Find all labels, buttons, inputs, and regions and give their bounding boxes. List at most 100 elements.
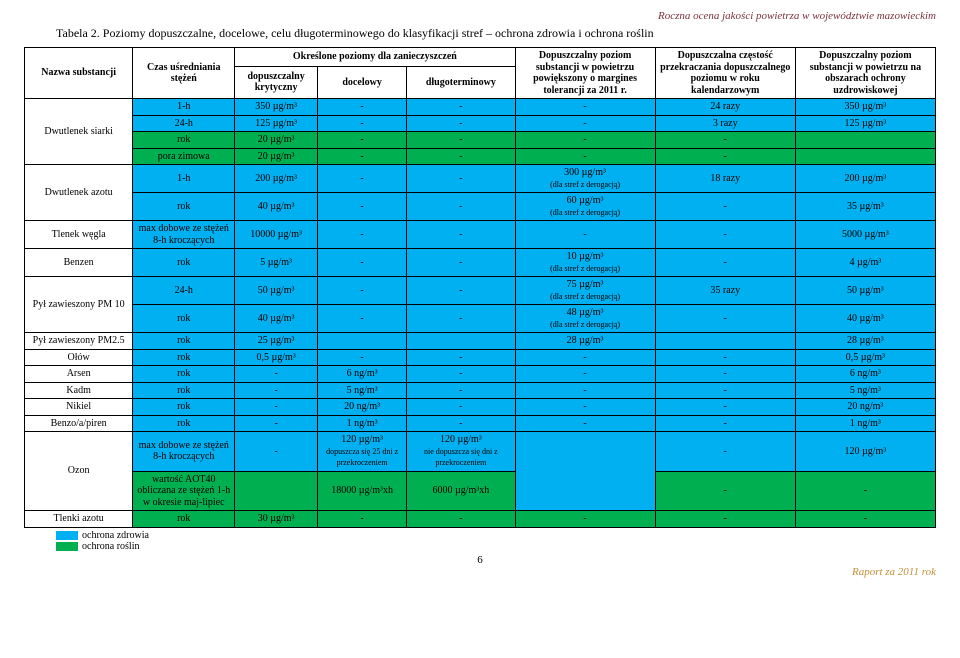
- cell: [407, 333, 515, 350]
- th-health: Dopuszczalny poziom substancji w powietr…: [795, 48, 935, 99]
- limits-table: Nazwa substancji Czas uśredniania stężeń…: [24, 47, 936, 528]
- cell-name: Kadm: [25, 382, 133, 399]
- cell: 25 µg/m³: [235, 333, 318, 350]
- table-caption: Tabela 2. Poziomy dopuszczalne, docelowe…: [56, 26, 936, 41]
- cell-name: Pył zawieszony PM 10: [25, 277, 133, 333]
- table-row: pora zimowa 20 µg/m³ - - - -: [25, 148, 936, 165]
- cell: -: [655, 349, 795, 366]
- cell: -: [795, 471, 935, 511]
- cell-name: Ołów: [25, 349, 133, 366]
- cell: 1-h: [133, 99, 235, 116]
- cell: 350 µg/m³: [795, 99, 935, 116]
- table-row: Benzen rok 5 µg/m³ - - 10 µg/m³(dla stre…: [25, 249, 936, 277]
- cell: rok: [133, 366, 235, 383]
- cell: 30 µg/m³: [235, 511, 318, 528]
- cell: -: [407, 366, 515, 383]
- cell: rok: [133, 349, 235, 366]
- table-row: Kadm rok - 5 ng/m³ - - - 5 ng/m³: [25, 382, 936, 399]
- table-row: Dwutlenek siarki 1-h 350 µg/m³ - - - 24 …: [25, 99, 936, 116]
- cell: -: [318, 277, 407, 305]
- table-row: Benzo/a/piren rok - 1 ng/m³ - - - 1 ng/m…: [25, 415, 936, 432]
- cell: 0,5 µg/m³: [795, 349, 935, 366]
- cell: -: [795, 511, 935, 528]
- cell: 120 µg/m³: [795, 432, 935, 472]
- cell: 200 µg/m³: [795, 165, 935, 193]
- cell: 35 µg/m³: [795, 193, 935, 221]
- cell: 6 ng/m³: [318, 366, 407, 383]
- cell: 24-h: [133, 277, 235, 305]
- cell: 75 µg/m³(dla stref z derogacją): [515, 277, 655, 305]
- table-row: wartość AOT40 obliczana ze stężeń 1-h w …: [25, 471, 936, 511]
- cell: -: [655, 132, 795, 149]
- cell: 0,5 µg/m³: [235, 349, 318, 366]
- cell: 24 razy: [655, 99, 795, 116]
- cell: -: [407, 132, 515, 149]
- table-row: 24-h 125 µg/m³ - - - 3 razy 125 µg/m³: [25, 115, 936, 132]
- cell: -: [407, 148, 515, 165]
- cell: 300 µg/m³(dla stref z derogacją): [515, 165, 655, 193]
- cell: 18 razy: [655, 165, 795, 193]
- cell: 1 ng/m³: [795, 415, 935, 432]
- legend-plants: ochrona roślin: [82, 541, 140, 552]
- cell: 20 µg/m³: [235, 132, 318, 149]
- cell: -: [407, 399, 515, 416]
- th-freq: Dopuszczalna częstość przekraczania dopu…: [655, 48, 795, 99]
- cell: rok: [133, 399, 235, 416]
- cell-name: Pył zawieszony PM2.5: [25, 333, 133, 350]
- cell: 28 µg/m³: [795, 333, 935, 350]
- cell: -: [318, 165, 407, 193]
- table-row: rok 20 µg/m³ - - - -: [25, 132, 936, 149]
- table-row: Ołów rok 0,5 µg/m³ - - - - 0,5 µg/m³: [25, 349, 936, 366]
- table-row: Arsen rok - 6 ng/m³ - - - 6 ng/m³: [25, 366, 936, 383]
- cell: 20 ng/m³: [318, 399, 407, 416]
- cell: -: [318, 349, 407, 366]
- cell: 20 ng/m³: [795, 399, 935, 416]
- cell: rok: [133, 382, 235, 399]
- cell: 10000 µg/m³: [235, 221, 318, 249]
- cell: [318, 333, 407, 350]
- cell: 40 µg/m³: [795, 305, 935, 333]
- cell: 40 µg/m³: [235, 305, 318, 333]
- cell: rok: [133, 333, 235, 350]
- cell: 5 ng/m³: [318, 382, 407, 399]
- th-target: docelowy: [318, 66, 407, 98]
- table-row: Pył zawieszony PM 10 24-h 50 µg/m³ - - 7…: [25, 277, 936, 305]
- cell-name: Nikiel: [25, 399, 133, 416]
- footer: Raport za 2011 rok: [24, 566, 936, 578]
- cell: -: [407, 249, 515, 277]
- cell: -: [407, 277, 515, 305]
- cell: max dobowe ze stężeń 8-h kroczących: [133, 221, 235, 249]
- cell: -: [515, 221, 655, 249]
- th-levels: Określone poziomy dla zanieczyszczeń: [235, 48, 515, 67]
- cell: -: [235, 382, 318, 399]
- cell-name: Tlenek węgla: [25, 221, 133, 249]
- legend: ochrona zdrowia ochrona roślin: [56, 530, 936, 552]
- cell: -: [407, 382, 515, 399]
- cell: [655, 333, 795, 350]
- cell: 50 µg/m³: [795, 277, 935, 305]
- cell: 1-h: [133, 165, 235, 193]
- th-time: Czas uśredniania stężeń: [133, 48, 235, 99]
- cell-name: Tlenki azotu: [25, 511, 133, 528]
- table-row: Tlenki azotu rok 30 µg/m³ - - - - -: [25, 511, 936, 528]
- cell: -: [655, 432, 795, 472]
- cell: 6 ng/m³: [795, 366, 935, 383]
- cell: -: [318, 193, 407, 221]
- cell-name: Ozon: [25, 432, 133, 511]
- cell: 40 µg/m³: [235, 193, 318, 221]
- cell: 3 razy: [655, 115, 795, 132]
- cell: rok: [133, 132, 235, 149]
- cell: -: [515, 366, 655, 383]
- cell: wartość AOT40 obliczana ze stężeń 1-h w …: [133, 471, 235, 511]
- cell: -: [318, 99, 407, 116]
- cell-name: Benzo/a/piren: [25, 415, 133, 432]
- cell: -: [515, 399, 655, 416]
- cell: -: [515, 382, 655, 399]
- cell: -: [655, 471, 795, 511]
- cell: -: [515, 349, 655, 366]
- cell: -: [515, 99, 655, 116]
- table-row: Tlenek węgla max dobowe ze stężeń 8-h kr…: [25, 221, 936, 249]
- cell: -: [407, 349, 515, 366]
- cell: -: [655, 382, 795, 399]
- cell: -: [655, 399, 795, 416]
